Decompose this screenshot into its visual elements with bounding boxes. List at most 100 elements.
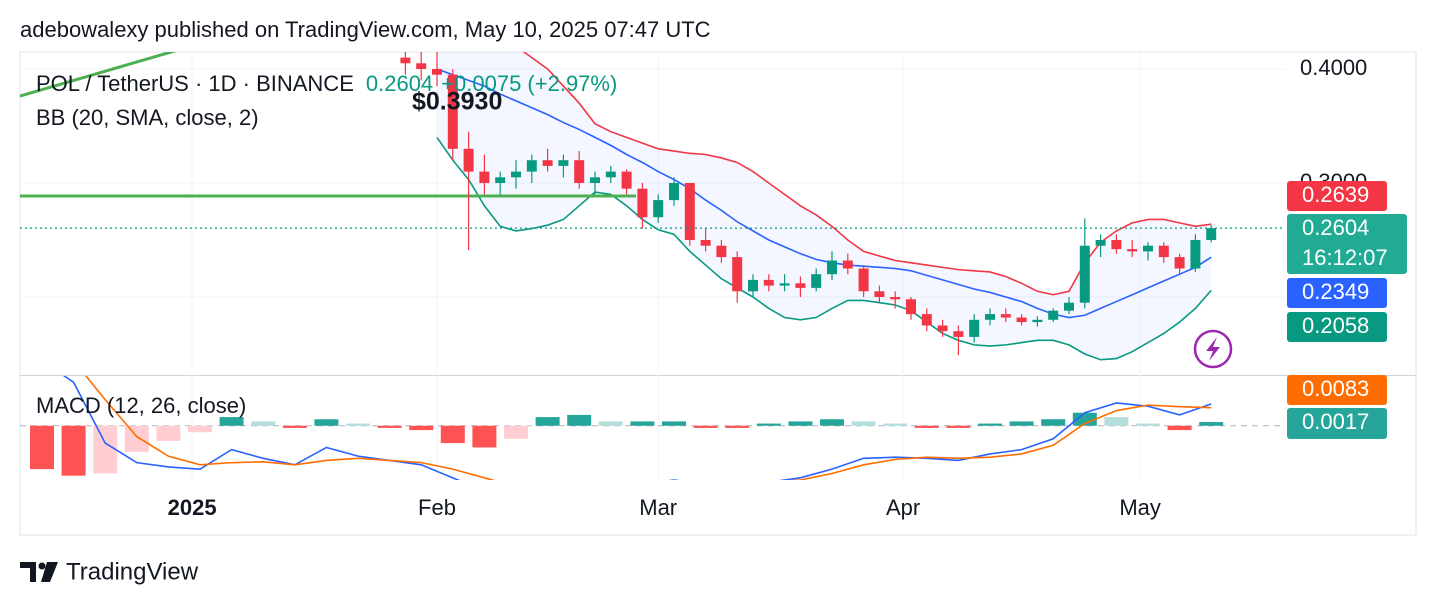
logo-mark [20,562,36,582]
histogram-bar [346,423,370,426]
chart-frame [19,51,1417,536]
histogram-bar [1072,412,1097,426]
x-tick-label: Apr [886,495,920,520]
footer-logo: TradingView [20,558,199,585]
histogram-bar [662,421,686,426]
value-box [1287,375,1387,405]
price-annotation: $0.3930 [412,88,502,116]
histogram-bar [251,421,276,426]
candle-body [479,171,490,183]
candle-body [827,260,837,275]
candle-body [906,299,916,315]
candle-body [748,279,758,292]
histogram-bar [440,425,465,444]
candle-body [969,319,980,337]
candle-body [416,63,427,69]
candle-body [542,160,553,166]
histogram-bar [630,421,655,426]
histogram-bar [1167,425,1192,431]
histogram-bar [914,425,939,428]
value-box [1287,312,1387,342]
candle-body [621,171,632,189]
macd-line [62,376,1212,480]
candle-body [1095,240,1106,246]
histogram-bar [93,425,118,474]
x-tick-label: Feb [418,495,456,520]
histogram-bar [820,419,844,426]
histogram-bar [1199,422,1224,426]
candle-body [1064,302,1074,311]
candle-body [637,188,648,218]
candle-body [1016,317,1027,323]
histogram-bar [156,425,181,441]
histogram-bar [978,423,1002,426]
candle-body [669,183,679,201]
histogram-bar [1041,419,1066,426]
histogram-bar [788,421,813,426]
histogram-bar [219,417,244,426]
histogram-bar [61,425,86,476]
histogram-bar [567,414,592,426]
x-tick-label: May [1119,495,1161,520]
histogram-bar [693,425,718,428]
candle-body [447,74,458,149]
candle-body [953,331,964,337]
candle-body [574,160,585,183]
value-box-label: 0.2604 [1302,215,1369,240]
histogram-bar [188,425,212,433]
value-box-label: 0.2349 [1302,279,1369,304]
icon-bolt [1206,337,1220,361]
histogram-bar [314,419,339,426]
candle-body [763,279,774,286]
candle-body [890,297,901,300]
macd-label: MACD (12, 26, close) [36,393,246,418]
trend-drawing [20,52,177,98]
histogram-bar [1009,421,1034,426]
candle-body [1174,257,1185,269]
histogram-bar [504,425,528,439]
grid [20,52,1285,480]
histogram-bar [377,425,402,428]
histogram-bar [472,425,497,448]
axes: 0.40000.30000.20002025FebMarAprMay0.2639… [168,55,1407,520]
histogram-bar [756,423,781,426]
signal-line [84,376,1212,480]
histogram-bar [851,421,876,426]
candle-body [811,274,822,288]
publish-header: adebowalexy published on TradingView.com… [20,17,711,42]
candle-body [432,69,442,75]
candle-body [985,314,995,320]
candle-body [1079,245,1090,303]
band-line [436,136,1212,361]
candle-body [795,283,806,288]
candle-body [653,200,664,218]
histogram-bar [409,425,434,431]
value-box [1287,181,1387,211]
candle-body [779,283,790,286]
candle-body [1143,245,1153,252]
macd-pane [20,376,1285,480]
logo-slash [41,562,58,582]
candle-body [605,171,616,178]
candle-body [1190,240,1201,269]
candle-body [684,183,695,240]
candle-body [1206,228,1217,240]
candle-body [400,57,411,64]
logo-dot [38,562,46,570]
histogram-bar [1104,417,1129,426]
value-box [1287,214,1407,274]
candle-body [858,268,869,292]
candle-body [1158,245,1169,258]
candles [400,52,1217,356]
band-line [436,68,1212,319]
last-price: 0.2604 [366,71,433,96]
band-fill [437,52,1212,360]
candle-body [511,171,521,178]
value-box-label: 16:12:07 [1302,245,1388,270]
histogram-bar [883,423,908,426]
lightning-icon [1193,329,1233,369]
candle-body [1032,319,1043,323]
